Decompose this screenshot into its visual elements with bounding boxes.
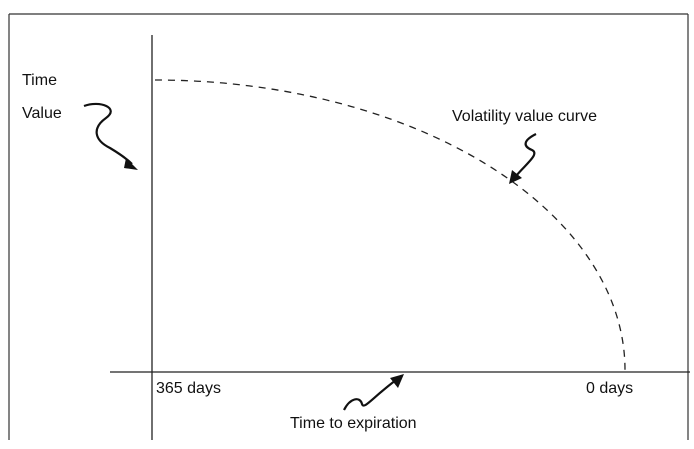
arrow-expiration bbox=[343, 379, 397, 411]
x-axis-label: Time to expiration bbox=[290, 415, 417, 432]
y-axis-label: Time bbox=[22, 72, 57, 89]
curve-label: Volatility value curve bbox=[452, 108, 597, 125]
frame bbox=[8, 13, 689, 440]
arrow-time-value bbox=[83, 102, 133, 165]
arrowhead bbox=[390, 374, 404, 388]
arrowhead bbox=[124, 158, 138, 170]
arrowhead bbox=[509, 170, 522, 184]
x-start-label: 365 days bbox=[156, 380, 221, 397]
volatility-curve bbox=[154, 79, 626, 371]
arrow-curve bbox=[515, 133, 537, 177]
y-axis-label: Value bbox=[22, 105, 62, 122]
x-end-label: 0 days bbox=[586, 380, 633, 397]
